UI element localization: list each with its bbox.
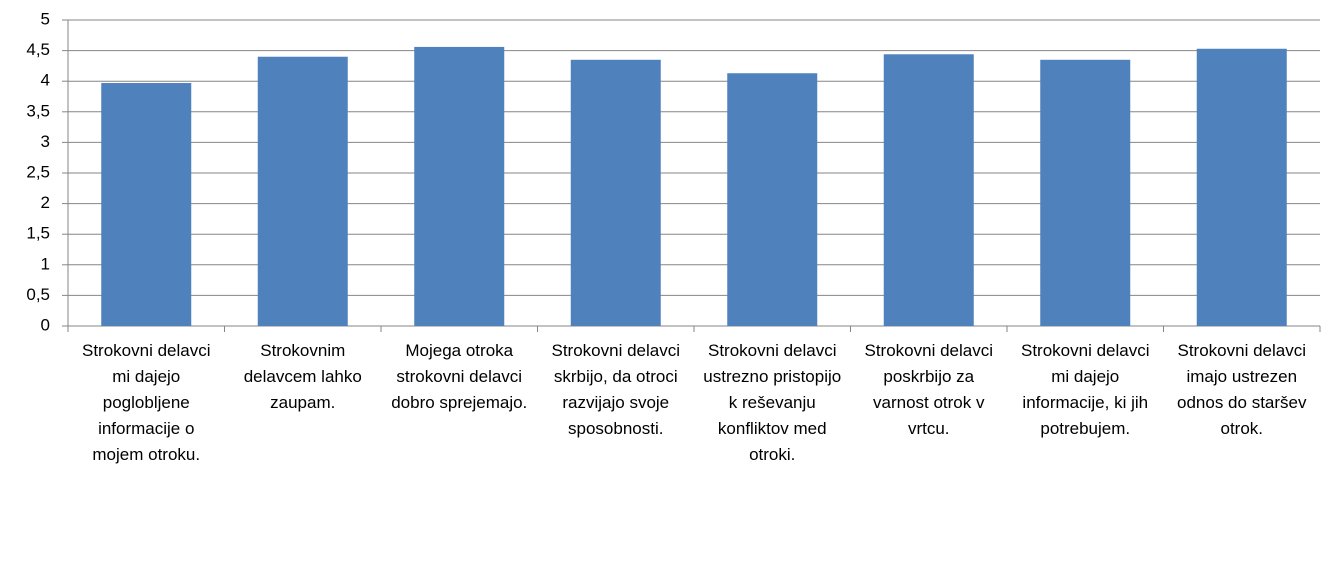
x-tick-label: Strokovni delavci imajo ustrezen odnos d… <box>1177 341 1307 438</box>
bar <box>727 73 818 326</box>
y-tick-label: 1 <box>41 254 50 273</box>
bar <box>570 59 661 326</box>
bar <box>101 83 192 326</box>
x-tick-label: Strokovnim delavcem lahko zaupam. <box>243 341 362 412</box>
x-tick-label: Strokovni delavci mi dajejo poglobljene … <box>81 341 211 464</box>
y-tick-label: 3,5 <box>26 101 50 120</box>
bar <box>1040 59 1131 326</box>
y-tick-label: 0 <box>41 315 50 334</box>
chart: 0 0,5 1 1,5 2 2,5 3 3,5 4 4,5 5 <box>26 9 1321 334</box>
y-tick-label: 4 <box>41 71 50 90</box>
bar <box>883 54 974 326</box>
x-tick-label: Strokovni delavci mi dajejo informacije,… <box>1020 341 1150 438</box>
y-tick-label: 3 <box>41 132 50 151</box>
x-tick-label: Strokovni delavci ustrezno pristopijo k … <box>703 341 842 464</box>
x-tick-label: Strokovni delavci skrbijo, da otroci raz… <box>551 341 680 438</box>
bar <box>1196 48 1287 326</box>
x-tick-label: Mojega otroka strokovni delavci dobro sp… <box>391 341 528 412</box>
x-tick-label: Strokovni delavci poskrbijo za varnost o… <box>864 341 993 438</box>
y-tick-label: 0,5 <box>26 285 50 304</box>
y-tick-label: 2,5 <box>26 162 50 181</box>
bar <box>257 56 348 326</box>
y-tick-label: 1,5 <box>26 224 50 243</box>
bar <box>414 46 505 326</box>
y-tick-label: 4,5 <box>26 40 50 59</box>
y-tick-label: 2 <box>41 193 50 212</box>
y-tick-label: 5 <box>41 9 50 28</box>
